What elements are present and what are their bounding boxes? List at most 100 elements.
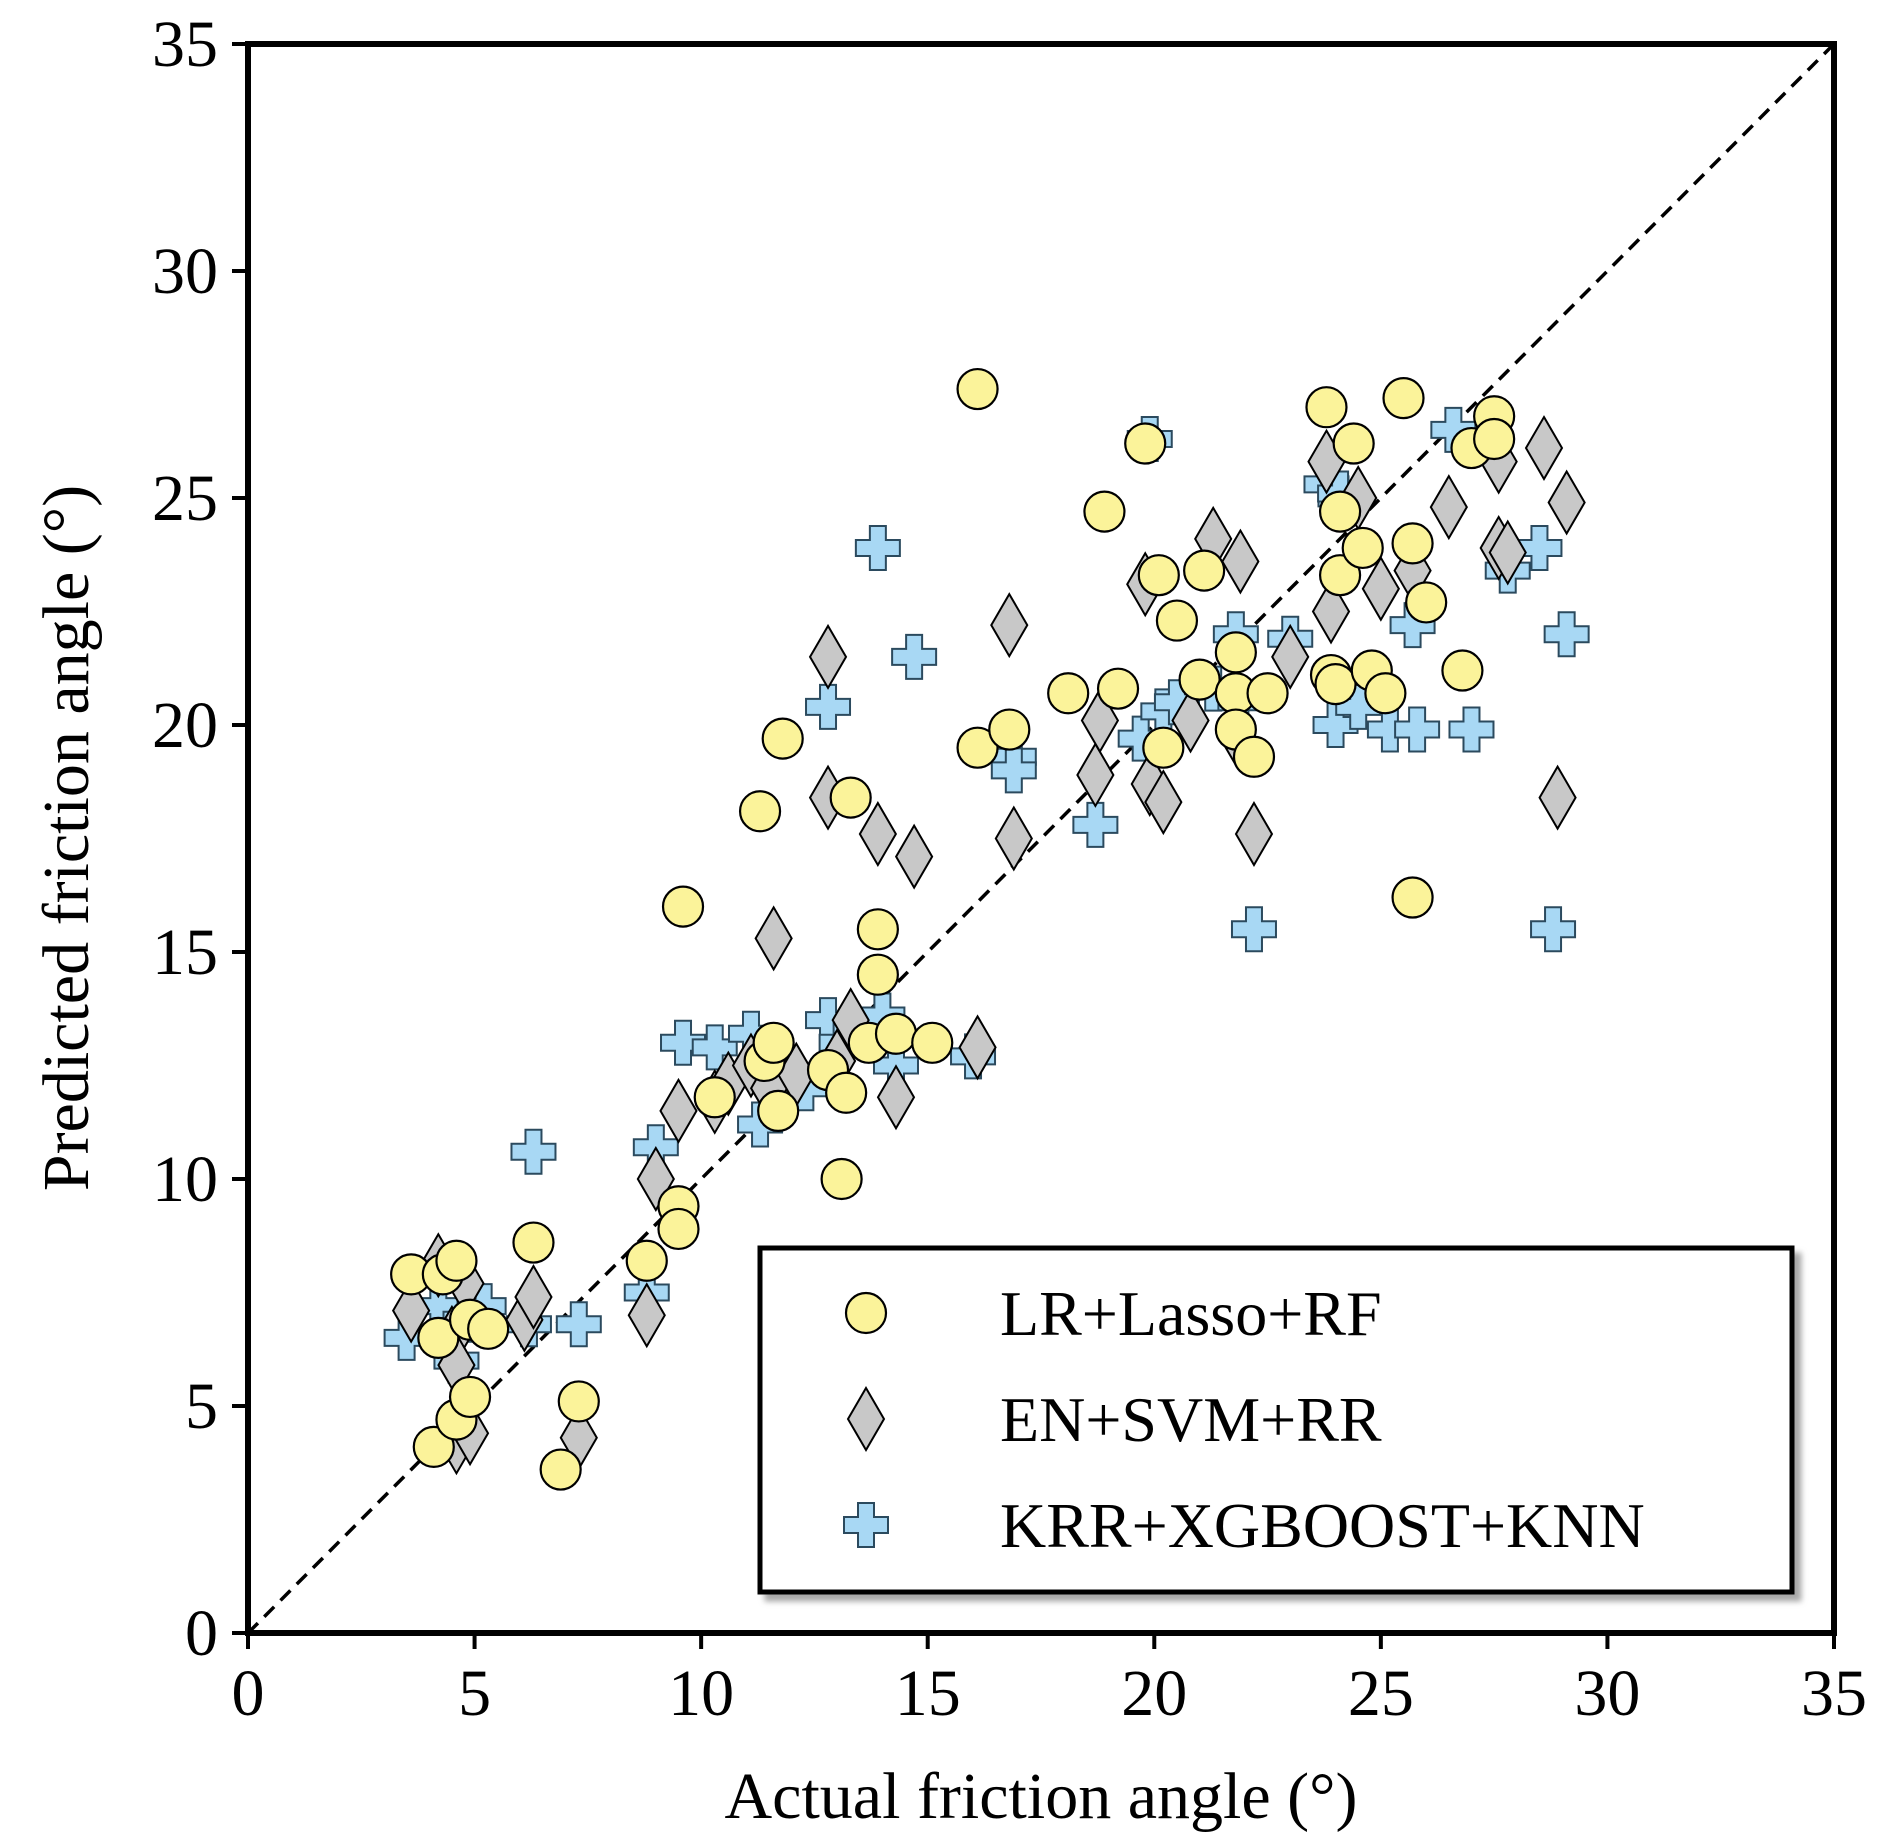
- data-point-lr-lasso-rf: [911, 1021, 954, 1064]
- data-point-lr-lasso-rf: [467, 1307, 510, 1350]
- data-point-lr-lasso-rf: [557, 1380, 600, 1423]
- data-point-lr-lasso-rf: [1178, 658, 1221, 701]
- data-point-lr-lasso-rf: [956, 726, 999, 769]
- data-point-en-svm-rr: [1429, 474, 1468, 541]
- data-point-lr-lasso-rf: [625, 1239, 668, 1282]
- data-point-lr-lasso-rf: [1183, 549, 1226, 592]
- data-point-en-svm-rr: [1144, 769, 1183, 836]
- data-point-en-svm-rr: [876, 1064, 916, 1131]
- data-point-lr-lasso-rf: [693, 1076, 736, 1119]
- data-point-lr-lasso-rf: [512, 1221, 555, 1264]
- data-point-lr-lasso-rf: [1441, 649, 1484, 692]
- data-point-lr-lasso-rf: [856, 953, 899, 996]
- x-tick-label: 25: [1348, 1657, 1414, 1730]
- y-tick-label: 35: [152, 8, 218, 81]
- data-point-en-svm-rr: [627, 1282, 666, 1349]
- data-point-en-svm-rr: [990, 592, 1029, 659]
- legend-marker-cross: [843, 1502, 889, 1548]
- data-point-lr-lasso-rf: [738, 790, 782, 833]
- legend-items: LR+Lasso+RF EN+SVM+RR KRR+XGBOOST+KNN: [843, 1278, 1645, 1561]
- y-tick-label: 25: [152, 462, 218, 535]
- data-point-en-svm-rr: [1171, 687, 1210, 754]
- x-tick-label: 35: [1801, 1657, 1867, 1730]
- data-point-lr-lasso-rf: [1124, 422, 1167, 465]
- data-point-krr-xgboost-knn: [805, 683, 852, 730]
- data-point-lr-lasso-rf: [417, 1316, 460, 1360]
- identity-reference-line: [246, 42, 1836, 1635]
- data-point-en-svm-rr: [659, 1077, 698, 1144]
- legend-entry: KRR+XGBOOST+KNN: [843, 1490, 1645, 1561]
- data-point-lr-lasso-rf: [1214, 631, 1257, 674]
- data-point-lr-lasso-rf: [874, 1012, 918, 1055]
- data-point-en-svm-rr: [1547, 469, 1586, 536]
- y-tick-label: 15: [152, 916, 218, 989]
- x-tick-label: 20: [1121, 1657, 1187, 1730]
- data-point-en-svm-rr: [1234, 800, 1274, 867]
- y-tick-label: 20: [152, 689, 218, 762]
- data-point-lr-lasso-rf: [539, 1448, 582, 1491]
- data-point-lr-lasso-rf: [1142, 726, 1185, 769]
- data-point-krr-xgboost-knn: [510, 1128, 557, 1175]
- data-point-lr-lasso-rf: [1047, 672, 1090, 715]
- legend-marker-diamond: [846, 1386, 886, 1452]
- data-point-krr-xgboost-knn: [660, 1019, 707, 1066]
- data-point-en-svm-rr: [958, 1014, 997, 1081]
- x-tick-label: 30: [1574, 1657, 1640, 1730]
- data-point-lr-lasso-rf: [820, 1157, 863, 1201]
- data-point-lr-lasso-rf: [856, 908, 899, 951]
- data-point-en-svm-rr: [1488, 519, 1527, 586]
- data-point-lr-lasso-rf: [1405, 581, 1448, 624]
- data-point-lr-lasso-rf: [829, 776, 872, 819]
- x-axis-ticks: 0 5 10 15 20 25 30 35: [232, 1633, 1867, 1730]
- data-point-lr-lasso-rf: [1305, 386, 1348, 429]
- data-point-en-svm-rr: [808, 623, 848, 690]
- plot-frame: [245, 41, 1837, 1636]
- legend-label: EN+SVM+RR: [1000, 1384, 1382, 1455]
- data-point-en-svm-rr: [1538, 764, 1577, 831]
- data-point-lr-lasso-rf: [825, 1071, 868, 1114]
- data-point-lr-lasso-rf: [657, 1207, 700, 1251]
- data-point-lr-lasso-rf: [435, 1239, 478, 1282]
- legend: LR+Lasso+RF EN+SVM+RR KRR+XGBOOST+KNN: [757, 1245, 1795, 1595]
- data-point-en-svm-rr: [1221, 528, 1260, 595]
- data-point-krr-xgboost-knn: [1448, 706, 1495, 753]
- data-point-en-svm-rr: [858, 800, 898, 867]
- data-point-en-svm-rr: [1076, 741, 1115, 808]
- data-point-lr-lasso-rf: [412, 1425, 455, 1468]
- data-point-lr-lasso-rf: [661, 885, 705, 928]
- x-tick-label: 0: [232, 1657, 265, 1730]
- data-point-lr-lasso-rf: [1155, 599, 1199, 642]
- data-point-lr-lasso-rf: [1096, 667, 1140, 710]
- data-point-krr-xgboost-knn: [1543, 611, 1590, 658]
- data-point-lr-lasso-rf: [1391, 876, 1434, 919]
- data-point-lr-lasso-rf: [752, 1021, 795, 1064]
- data-point-en-svm-rr: [1361, 555, 1401, 622]
- data-points-layer: [383, 367, 1590, 1491]
- x-tick-label: 15: [895, 1657, 961, 1730]
- x-tick-label: 5: [458, 1657, 491, 1730]
- data-point-en-svm-rr: [514, 1264, 553, 1331]
- x-tick-label: 10: [668, 1657, 734, 1730]
- data-point-lr-lasso-rf: [1382, 377, 1425, 420]
- data-point-krr-xgboost-knn: [555, 1301, 602, 1348]
- data-point-en-svm-rr: [754, 905, 793, 972]
- identity-line-layer: [246, 42, 1836, 1635]
- data-point-lr-lasso-rf: [1318, 490, 1362, 533]
- data-point-krr-xgboost-knn: [891, 633, 938, 680]
- data-point-krr-xgboost-knn: [854, 524, 901, 571]
- legend-label: KRR+XGBOOST+KNN: [1000, 1490, 1645, 1561]
- data-point-lr-lasso-rf: [1473, 417, 1516, 461]
- data-point-lr-lasso-rf: [757, 1089, 800, 1133]
- data-point-en-svm-rr: [894, 823, 934, 890]
- data-point-lr-lasso-rf: [448, 1375, 492, 1419]
- data-point-lr-lasso-rf: [1341, 526, 1384, 570]
- y-tick-label: 10: [152, 1143, 218, 1216]
- data-point-lr-lasso-rf: [1332, 422, 1375, 465]
- data-point-lr-lasso-rf: [1391, 522, 1434, 565]
- legend-entry: LR+Lasso+RF: [844, 1278, 1382, 1349]
- x-axis-title: Actual friction angle (°): [725, 1760, 1358, 1833]
- data-point-en-svm-rr: [391, 1277, 431, 1344]
- data-point-en-svm-rr: [1524, 415, 1564, 482]
- data-point-lr-lasso-rf: [956, 367, 999, 411]
